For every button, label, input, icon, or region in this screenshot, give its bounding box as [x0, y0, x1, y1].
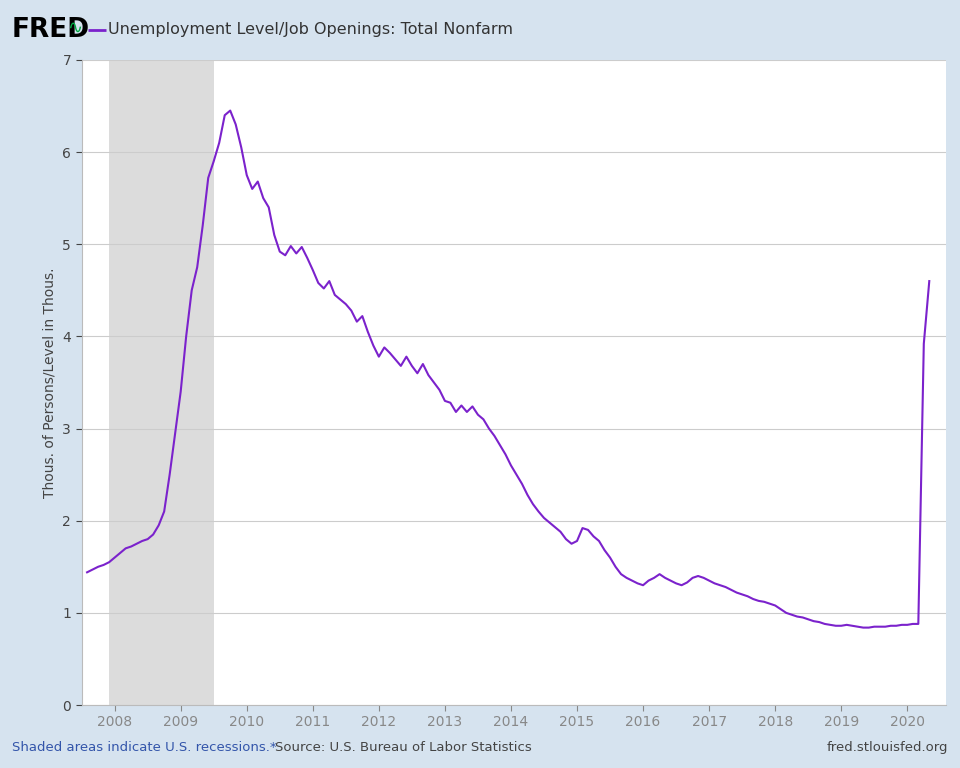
Bar [109, 60, 214, 705]
Text: ∿: ∿ [67, 18, 83, 37]
Text: fred.stlouisfed.org: fred.stlouisfed.org [827, 741, 948, 754]
Y-axis label: Thous. of Persons/Level in Thous.: Thous. of Persons/Level in Thous. [43, 267, 57, 498]
Text: Shaded areas indicate U.S. recessions.*: Shaded areas indicate U.S. recessions.* [12, 741, 276, 754]
Text: Source: U.S. Bureau of Labor Statistics: Source: U.S. Bureau of Labor Statistics [275, 741, 532, 754]
Text: Unemployment Level/Job Openings: Total Nonfarm: Unemployment Level/Job Openings: Total N… [108, 22, 514, 38]
Text: FRED: FRED [12, 17, 89, 43]
